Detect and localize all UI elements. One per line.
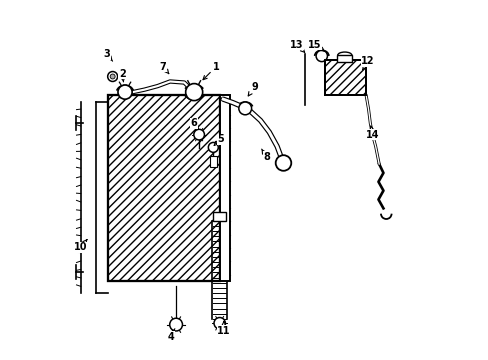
Circle shape: [275, 155, 291, 171]
Circle shape: [193, 129, 204, 140]
Text: 12: 12: [360, 56, 374, 69]
Circle shape: [185, 84, 202, 100]
Circle shape: [169, 318, 182, 331]
Text: 14: 14: [366, 126, 379, 140]
Text: 1: 1: [203, 62, 219, 80]
Text: 4: 4: [167, 329, 175, 342]
Bar: [209, 156, 216, 167]
Bar: [325, 60, 366, 95]
Text: 11: 11: [217, 321, 230, 336]
Text: 15: 15: [307, 40, 324, 51]
Text: 9: 9: [248, 82, 257, 96]
Bar: [337, 55, 351, 62]
Bar: [325, 60, 366, 95]
Bar: [325, 60, 366, 95]
Bar: [108, 95, 219, 281]
Circle shape: [118, 85, 132, 99]
Text: 10: 10: [74, 239, 87, 252]
Text: 3: 3: [103, 49, 112, 61]
Bar: [213, 212, 225, 221]
Text: 8: 8: [261, 149, 269, 162]
Bar: [108, 95, 219, 281]
Circle shape: [214, 318, 225, 329]
Bar: [108, 95, 219, 281]
Bar: [219, 95, 229, 281]
Circle shape: [107, 72, 118, 81]
Text: 6: 6: [190, 118, 198, 129]
Circle shape: [110, 74, 115, 79]
Text: 2: 2: [119, 69, 125, 82]
Circle shape: [238, 102, 251, 115]
Text: 5: 5: [214, 134, 224, 145]
Text: 7: 7: [159, 62, 168, 74]
Text: 13: 13: [289, 40, 304, 52]
Circle shape: [208, 143, 218, 152]
Circle shape: [315, 50, 327, 62]
